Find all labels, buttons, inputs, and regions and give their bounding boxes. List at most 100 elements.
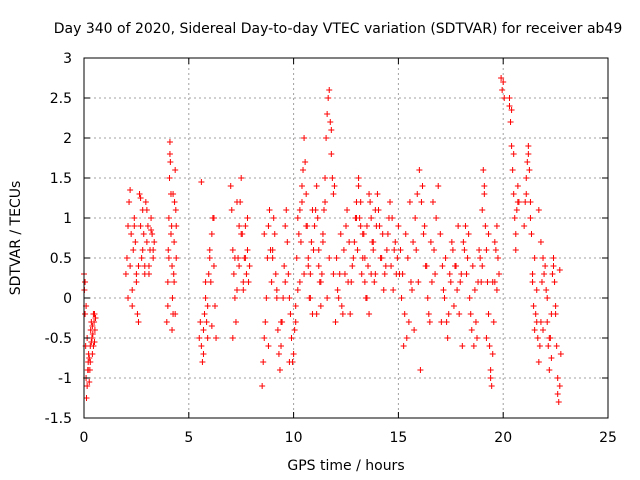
data-point — [341, 271, 348, 277]
data-point — [141, 271, 148, 277]
data-point — [234, 199, 241, 205]
data-point — [453, 263, 460, 269]
data-point — [507, 119, 514, 125]
data-point — [310, 247, 317, 253]
data-point — [137, 195, 144, 201]
data-point — [290, 351, 297, 357]
data-point — [460, 239, 467, 245]
grid-lines — [84, 58, 608, 418]
data-point — [282, 223, 289, 229]
data-point — [307, 271, 314, 277]
data-point — [231, 255, 238, 261]
data-point — [202, 279, 209, 285]
data-point — [317, 303, 324, 309]
data-point — [89, 351, 96, 357]
data-point — [493, 287, 500, 293]
data-point — [208, 231, 215, 237]
data-point — [169, 327, 176, 333]
data-point — [382, 263, 389, 269]
data-point — [130, 247, 137, 253]
data-point — [463, 271, 470, 277]
data-point — [355, 175, 362, 181]
data-point — [283, 207, 290, 213]
data-point — [261, 231, 268, 237]
data-point — [540, 255, 547, 261]
data-point — [426, 319, 433, 325]
data-point — [317, 279, 324, 285]
data-point — [136, 191, 143, 197]
data-point — [544, 295, 551, 301]
data-point — [278, 319, 285, 325]
data-point — [514, 183, 521, 189]
data-point — [280, 295, 287, 301]
data-point — [322, 199, 329, 205]
data-point — [173, 255, 180, 261]
data-point — [445, 311, 452, 317]
data-point — [292, 319, 299, 325]
data-point — [298, 183, 305, 189]
data-point — [420, 231, 427, 237]
data-point — [533, 287, 540, 293]
data-point — [163, 319, 170, 325]
data-point — [421, 223, 428, 229]
y-tick-label: 0 — [63, 291, 72, 307]
data-point — [142, 199, 149, 205]
data-point — [173, 223, 180, 229]
data-point — [324, 111, 331, 117]
data-point — [359, 255, 366, 261]
plot-frame — [83, 57, 609, 419]
data-point — [510, 151, 517, 157]
data-point — [553, 343, 560, 349]
data-point — [354, 247, 361, 253]
data-point — [521, 223, 528, 229]
data-point — [89, 323, 96, 329]
data-point — [244, 247, 251, 253]
data-point — [150, 255, 157, 261]
data-point — [265, 223, 272, 229]
data-point — [418, 199, 425, 205]
data-point — [485, 231, 492, 237]
data-point — [388, 263, 395, 269]
data-point — [380, 287, 387, 293]
data-point — [465, 231, 472, 237]
data-point — [293, 255, 300, 261]
data-point — [291, 327, 298, 333]
data-point — [325, 95, 332, 101]
data-point — [82, 279, 89, 285]
data-point — [143, 239, 150, 245]
data-point — [370, 247, 377, 253]
data-point — [268, 279, 275, 285]
data-point — [474, 335, 480, 341]
data-point — [144, 223, 151, 229]
data-point — [461, 247, 468, 253]
data-point — [326, 87, 333, 93]
data-point — [272, 271, 279, 277]
data-point — [470, 343, 477, 349]
data-point — [366, 311, 373, 317]
data-point — [129, 287, 136, 293]
data-point — [206, 247, 213, 253]
data-point — [481, 191, 488, 197]
data-point — [322, 175, 329, 181]
data-point — [365, 263, 372, 269]
data-point — [510, 191, 517, 197]
data-point — [314, 215, 321, 221]
data-point — [512, 231, 519, 237]
data-point — [148, 215, 155, 221]
x-tick-label: 5 — [184, 430, 193, 446]
data-point — [200, 327, 207, 333]
data-point — [407, 279, 414, 285]
data-point — [305, 255, 312, 261]
data-point — [242, 223, 249, 229]
data-point — [91, 327, 98, 333]
data-point — [313, 183, 320, 189]
data-point — [493, 223, 500, 229]
data-point — [481, 183, 488, 189]
data-point — [85, 367, 92, 373]
data-point — [414, 191, 421, 197]
data-point — [528, 231, 535, 237]
data-point — [514, 199, 521, 205]
data-point — [357, 223, 364, 229]
data-point — [229, 335, 236, 341]
data-point — [537, 239, 544, 245]
